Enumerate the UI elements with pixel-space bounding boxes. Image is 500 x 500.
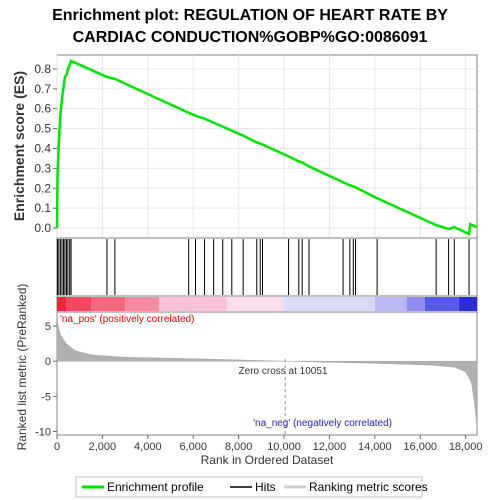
heat-segment — [66, 297, 92, 311]
es-y-tick-label: 0.8 — [34, 62, 51, 76]
es-grid — [56, 55, 477, 238]
x-tick-label: 10,000 — [267, 441, 301, 453]
heat-segment — [284, 297, 375, 311]
heat-segment — [406, 297, 425, 311]
metric-panel-frame — [56, 311, 478, 436]
x-axis-label: Rank in Ordered Dataset — [201, 453, 334, 467]
heat-segment — [159, 297, 228, 311]
x-tick-label: 4,000 — [134, 441, 162, 453]
heat-segment — [91, 297, 126, 311]
negative-correlation-label: 'na_neg' (negatively correlated) — [253, 418, 392, 429]
heat-segment — [57, 297, 67, 311]
hit-marks — [56, 239, 470, 295]
x-tick-label: 12,000 — [313, 441, 347, 453]
metric-y-axis-label: Ranked list metric (PreRanked) — [15, 284, 29, 451]
x-tick-label: 8,000 — [225, 441, 253, 453]
metric-y-tick-label: 0 — [45, 356, 51, 368]
enrichment-profile-line — [55, 59, 478, 236]
heat-segment — [374, 297, 407, 311]
metric-y-tick-label: -5 — [41, 391, 51, 403]
x-axis: 0 2,000 4,000 6,000 8,000 10,000 12,000 14,000 1… — [54, 435, 483, 453]
es-y-axis-label: Enrichment score (ES) — [11, 71, 27, 221]
es-y-tick-label: 0.1 — [34, 201, 51, 215]
es-y-tick-label: 0.6 — [34, 102, 51, 116]
metric-y-tick-label: 5 — [45, 321, 51, 333]
metric-y-axis: 5 0 -5 -10 — [35, 321, 57, 438]
legend-hits-label: Hits — [255, 480, 276, 494]
positive-correlation-label: 'na_pos' (positively correlated) — [60, 314, 194, 325]
legend-ranking-metric-label: Ranking metric scores — [309, 480, 428, 494]
x-tick-label: 2,000 — [89, 441, 117, 453]
heat-segment — [424, 297, 459, 311]
es-y-tick-label: 0.2 — [34, 181, 51, 195]
heat-bar — [57, 297, 477, 311]
es-y-tick-label: 0.3 — [34, 161, 51, 175]
legend-enrichment-profile-label: Enrichment profile — [107, 480, 204, 494]
heat-segment — [125, 297, 160, 311]
chart-title-line-2: CARDIAC CONDUCTION%GOBP%GO:0086091 — [73, 29, 428, 46]
es-y-tick-label: 0.4 — [34, 141, 51, 155]
x-tick-label: 6,000 — [179, 441, 207, 453]
es-y-tick-label: 0.5 — [34, 122, 51, 136]
heat-segment — [458, 297, 477, 311]
metric-y-tick-label: -10 — [35, 426, 51, 438]
hits-panel-frame — [56, 237, 478, 297]
x-tick-label: 14,000 — [358, 441, 392, 453]
x-tick-label: 0 — [54, 441, 60, 453]
es-y-axis: 0.0 0.1 0.2 0.3 0.4 0.5 0.6 0.7 0.8 — [34, 62, 57, 235]
chart-title-line-1: Enrichment plot: REGULATION OF HEART RAT… — [52, 7, 448, 24]
es-y-tick-label: 0.7 — [34, 82, 51, 96]
x-tick-label: 16,000 — [403, 441, 437, 453]
zero-cross-label: Zero cross at 10051 — [239, 366, 328, 377]
es-y-tick-label: 0.0 — [34, 221, 51, 235]
x-tick-label: 18,000 — [449, 441, 483, 453]
heat-segment — [227, 297, 285, 311]
